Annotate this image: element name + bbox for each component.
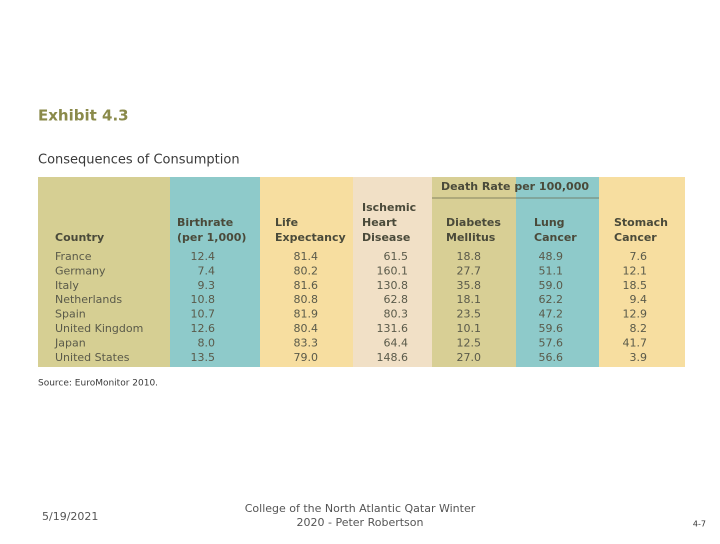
table-cell: 148.6 xyxy=(377,351,409,364)
footer-date: 5/19/2021 xyxy=(42,510,98,523)
column-header: Ischemic xyxy=(362,201,416,214)
table-cell: 131.6 xyxy=(377,322,409,335)
table-cell: 81.6 xyxy=(294,279,319,292)
table-cell: 35.8 xyxy=(457,279,482,292)
table-cell: 3.9 xyxy=(630,351,648,364)
table-cell: 80.2 xyxy=(294,264,319,277)
table-cell: 7.4 xyxy=(198,264,216,277)
table-cell: 8.2 xyxy=(630,322,648,335)
table-cell: 23.5 xyxy=(457,308,482,321)
table-cell: 56.6 xyxy=(539,351,564,364)
table-cell: 9.4 xyxy=(630,293,648,306)
table-cell: United States xyxy=(55,351,130,364)
table-cell: 62.8 xyxy=(384,293,409,306)
table-cell: 62.2 xyxy=(539,293,564,306)
table-cell: United Kingdom xyxy=(55,322,143,335)
table-cell: 27.0 xyxy=(457,351,482,364)
table-cell: 13.5 xyxy=(191,351,216,364)
exhibit-title: Consequences of Consumption xyxy=(38,153,240,168)
table-cell: 57.6 xyxy=(539,336,564,349)
table-cell: 7.6 xyxy=(630,250,648,263)
table-cell: 80.3 xyxy=(384,308,409,321)
column-header: Expectancy xyxy=(275,231,346,244)
table-cell: 12.9 xyxy=(623,308,648,321)
table-cell: Netherlands xyxy=(55,293,122,306)
table-cell: 12.5 xyxy=(457,336,482,349)
table-cell: 10.1 xyxy=(457,322,482,335)
table-cell: Italy xyxy=(55,279,79,292)
table-cell: 12.1 xyxy=(623,264,648,277)
table-cell: 18.1 xyxy=(457,293,482,306)
table-cell: Spain xyxy=(55,308,86,321)
table-cell: 64.4 xyxy=(384,336,409,349)
table-cell: 12.4 xyxy=(191,250,216,263)
column-header: Heart xyxy=(362,216,397,229)
table-cell: 79.0 xyxy=(294,351,319,364)
table-cell: 80.8 xyxy=(294,293,319,306)
table-cell: 59.0 xyxy=(539,279,564,292)
table-cell: 59.6 xyxy=(539,322,564,335)
table-cell: 12.6 xyxy=(191,322,216,335)
column-backgrounds xyxy=(38,177,685,367)
table-cell: 10.8 xyxy=(191,293,216,306)
table-cell: 10.7 xyxy=(191,308,216,321)
column-header: Country xyxy=(55,231,104,244)
column-header: Stomach xyxy=(614,216,668,229)
exhibit-label: Exhibit 4.3 xyxy=(38,107,129,125)
table-cell: 83.3 xyxy=(294,336,319,349)
group-header: Death Rate per 100,000 xyxy=(441,180,589,193)
table-cell: 80.4 xyxy=(294,322,319,335)
column-header: Mellitus xyxy=(446,231,496,244)
table-cell: 41.7 xyxy=(623,336,648,349)
table-cell: 130.8 xyxy=(377,279,409,292)
column-header: Lung xyxy=(534,216,565,229)
table-cell: 18.8 xyxy=(457,250,482,263)
column-header: Birthrate xyxy=(177,216,233,229)
table-cell: 51.1 xyxy=(539,264,564,277)
column-header: Cancer xyxy=(614,231,657,244)
table-cell: 9.3 xyxy=(198,279,216,292)
column-header: Life xyxy=(275,216,298,229)
table-cell: 8.0 xyxy=(198,336,216,349)
table-cell: 48.9 xyxy=(539,250,564,263)
table-cell: 47.2 xyxy=(539,308,564,321)
table-cell: Japan xyxy=(54,336,86,349)
column-header: Disease xyxy=(362,231,410,244)
footer-center: 2020 - Peter Robertson xyxy=(297,516,424,529)
table-cell: 27.7 xyxy=(457,264,482,277)
table-cell: 81.4 xyxy=(294,250,319,263)
footer-center: College of the North Atlantic Qatar Wint… xyxy=(245,502,476,515)
table-cell: Germany xyxy=(55,264,106,277)
table-cell: France xyxy=(55,250,92,263)
page-number: 4-7 xyxy=(693,520,706,529)
table-cell: 18.5 xyxy=(623,279,648,292)
column-header: Cancer xyxy=(534,231,577,244)
table-cell: 81.9 xyxy=(294,308,319,321)
column-header: (per 1,000) xyxy=(177,231,246,244)
column-header: Diabetes xyxy=(446,216,501,229)
source: Source: EuroMonitor 2010. xyxy=(38,379,158,389)
table-cell: 160.1 xyxy=(377,264,409,277)
table-cell: 61.5 xyxy=(384,250,409,263)
